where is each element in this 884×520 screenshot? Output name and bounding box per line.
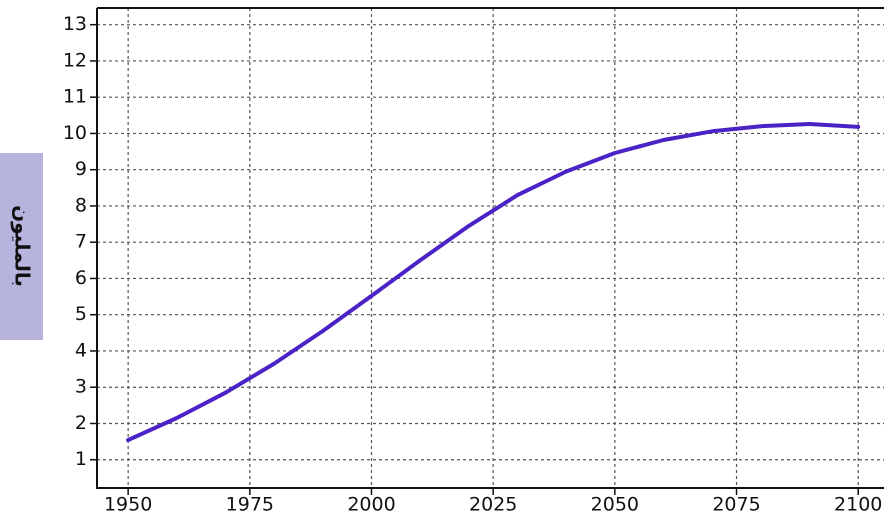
y-tick-label: 12 <box>63 49 87 71</box>
y-tick-label: 10 <box>63 122 87 144</box>
y-axis-label: بالمليون <box>11 205 35 287</box>
y-tick-label: 8 <box>75 194 87 216</box>
x-tick-label: 2050 <box>591 494 639 516</box>
x-tick-label: 2000 <box>347 494 395 516</box>
y-label-box <box>0 153 43 340</box>
y-tick-label: 9 <box>75 158 87 180</box>
y-tick-label: 4 <box>75 339 87 361</box>
y-tick-label: 7 <box>75 231 87 253</box>
x-tick-label: 2100 <box>834 494 882 516</box>
y-tick-label: 13 <box>63 13 87 35</box>
y-tick-label: 3 <box>75 376 87 398</box>
y-tick-label: 5 <box>75 303 87 325</box>
y-tick-label: 6 <box>75 267 87 289</box>
x-tick-label: 1950 <box>104 494 152 516</box>
y-tick-label: 11 <box>63 86 87 108</box>
axes <box>96 7 884 489</box>
x-tick-label: 2075 <box>712 494 760 516</box>
y-tick-label: 2 <box>75 412 87 434</box>
x-tick-label: 1975 <box>226 494 274 516</box>
y-tick-label: 1 <box>75 448 87 470</box>
x-tick-label: 2025 <box>469 494 517 516</box>
line <box>126 122 861 443</box>
